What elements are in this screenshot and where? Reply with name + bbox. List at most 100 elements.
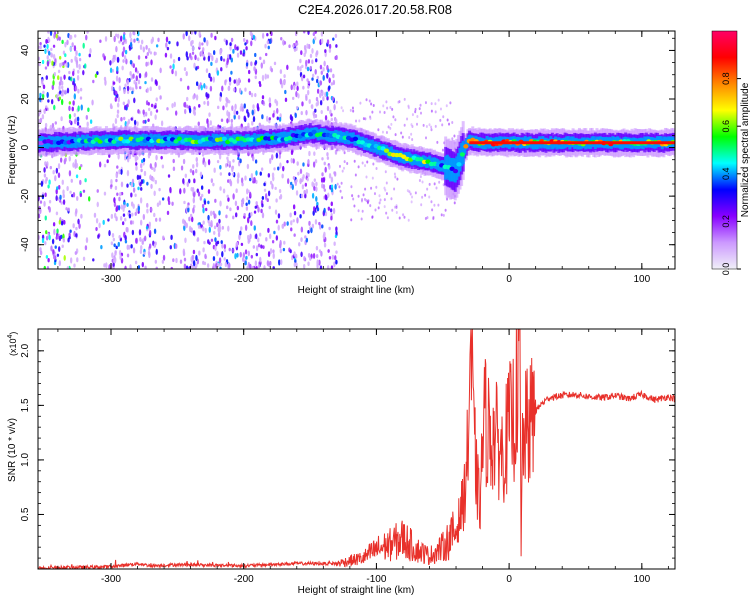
- spectrogram-noise-cell: [179, 259, 183, 264]
- spectrogram-noise-cell: [357, 194, 360, 198]
- spectrogram-noise-cell: [332, 207, 336, 215]
- spectrogram-noise-cell: [226, 118, 229, 124]
- spectrogram-noise-cell: [326, 156, 330, 160]
- spectrogram-noise-cell: [321, 224, 324, 229]
- spectrogram-ridge-cell: [390, 146, 394, 158]
- spectrogram-noise-cell: [260, 208, 263, 214]
- spectrogram-noise-cell: [451, 121, 454, 125]
- spectrogram-noise-cell: [358, 119, 361, 123]
- spectrogram-noise-cell: [430, 200, 433, 204]
- spectrogram-noise-cell: [398, 216, 401, 220]
- spectrogram-noise-cell: [112, 81, 116, 85]
- spectrogram-noise-cell: [79, 87, 83, 92]
- colorbar-axis: 0.0 0.2 0.4 0.6 0.8: [721, 72, 741, 275]
- spectrogram-noise-cell: [74, 163, 77, 169]
- spectrogram-noise-cell: [113, 35, 116, 43]
- spectrogram-noise-cell: [219, 49, 222, 56]
- spectrogram-noise-cell: [243, 37, 246, 42]
- spectrogram-noise-cell: [265, 115, 269, 122]
- spectrogram-noise-cell: [150, 103, 154, 108]
- spectrogram-noise-cell: [321, 157, 324, 161]
- spectrogram-noise-cell: [253, 210, 257, 214]
- spectrogram-noise-cell: [328, 85, 331, 90]
- spectrogram-noise-cell: [131, 212, 134, 217]
- spectrogram-noise-cell: [371, 176, 374, 180]
- spectrogram-noise-cell: [308, 99, 311, 105]
- spectrogram-noise-cell: [73, 113, 76, 118]
- spectrogram-noise-cell: [59, 62, 62, 68]
- spectrogram-noise-cell: [246, 163, 250, 170]
- spectrogram-noise-cell: [137, 205, 141, 212]
- spectrogram-noise-cell: [180, 165, 184, 171]
- spectrogram-noise-cell: [430, 102, 433, 106]
- spectrogram-noise-cell: [339, 189, 342, 193]
- spectrogram-noise-cell: [150, 207, 153, 212]
- spectrogram-noise-cell: [65, 207, 68, 211]
- spectrogram-noise-cell: [52, 222, 56, 227]
- spectrogram-noise-cell: [154, 179, 158, 185]
- spectrogram-noise-cell: [232, 193, 235, 200]
- spectrogram-noise-cell: [68, 105, 71, 112]
- spectrogram-noise-cell: [75, 50, 78, 55]
- spectrogram-noise-cell: [82, 69, 85, 76]
- spectrogram-noise-cell: [136, 121, 139, 126]
- spectrogram-noise-cell: [255, 170, 258, 176]
- spectrogram-noise-cell: [53, 33, 56, 39]
- spectrogram-noise-cell: [383, 198, 386, 202]
- spectrogram-noise-cell: [281, 223, 285, 229]
- spectrogram-noise-cell: [80, 104, 83, 111]
- spectrogram-noise-cell: [391, 107, 394, 111]
- spectrogram-ridge-peak: [359, 140, 365, 145]
- spectrogram-noise-cell: [206, 100, 210, 107]
- spectrogram-noise-cell: [115, 245, 118, 250]
- spectrogram-noise-cell: [129, 59, 133, 65]
- spectrogram-noise-cell: [135, 162, 138, 166]
- spectrogram-noise-cell: [89, 119, 93, 124]
- snr-series: [38, 329, 675, 569]
- spectrogram-noise-cell: [299, 178, 302, 185]
- spectrogram-noise-cell: [98, 161, 102, 168]
- spectrogram-noise-cell: [126, 123, 129, 127]
- spectrogram-noise-cell: [112, 262, 115, 267]
- spectrogram-noise-cell: [96, 201, 99, 208]
- spectrogram-noise-cell: [372, 104, 375, 108]
- spectrogram-noise-cell: [68, 70, 71, 75]
- spectrogram-noise-cell: [179, 188, 182, 195]
- spectrogram-noise-cell: [260, 62, 263, 69]
- spectrogram-noise-cell: [203, 83, 206, 89]
- spectrogram-noise-cell: [199, 196, 203, 201]
- snr-point: [520, 555, 521, 556]
- spectrogram-noise-cell: [228, 247, 231, 252]
- snr-point: [177, 564, 178, 565]
- spectrogram-noise-cell: [326, 95, 329, 101]
- spectrogram-noise-cell: [419, 175, 422, 179]
- spectrogram-noise-cell: [202, 53, 205, 58]
- spectrogram-noise-cell: [234, 200, 238, 207]
- spectrogram-noise-cell: [114, 96, 117, 102]
- spectrogram-noise-cell: [237, 115, 241, 120]
- spectrogram-noise-cell: [265, 237, 268, 242]
- spectrogram-noise-cell: [201, 42, 204, 46]
- spectrogram-noise-cell: [303, 52, 306, 57]
- spectrogram-noise-cell: [249, 191, 252, 198]
- spectrogram-noise-cell: [153, 228, 157, 235]
- spectrogram-noise-cell: [263, 265, 266, 269]
- spectrogram-noise-cell: [331, 254, 335, 260]
- spectrogram-noise-cell: [201, 203, 205, 209]
- spectrogram-noise-cell: [216, 240, 220, 245]
- spectrogram-noise-cell: [66, 266, 70, 269]
- spectrogram-noise-cell: [40, 78, 44, 85]
- spectrogram-noise-cell: [176, 41, 179, 47]
- spectrogram-noise-cell: [53, 104, 56, 111]
- spectrogram-noise-cell: [48, 199, 52, 204]
- spectrogram-noise-cell: [430, 109, 433, 113]
- spectrogram-noise-cell: [261, 203, 264, 208]
- spectrogram-noise-cell: [129, 220, 133, 225]
- spectrogram-noise-cell: [255, 252, 259, 257]
- spectrogram-noise-cell: [210, 238, 214, 242]
- spectrogram-noise-cell: [449, 101, 452, 105]
- spectrogram-noise-cell: [114, 251, 117, 256]
- spectrogram-noise-cell: [236, 46, 239, 51]
- spectrogram-noise-cell: [57, 75, 60, 81]
- spectrogram-noise-cell: [143, 251, 146, 256]
